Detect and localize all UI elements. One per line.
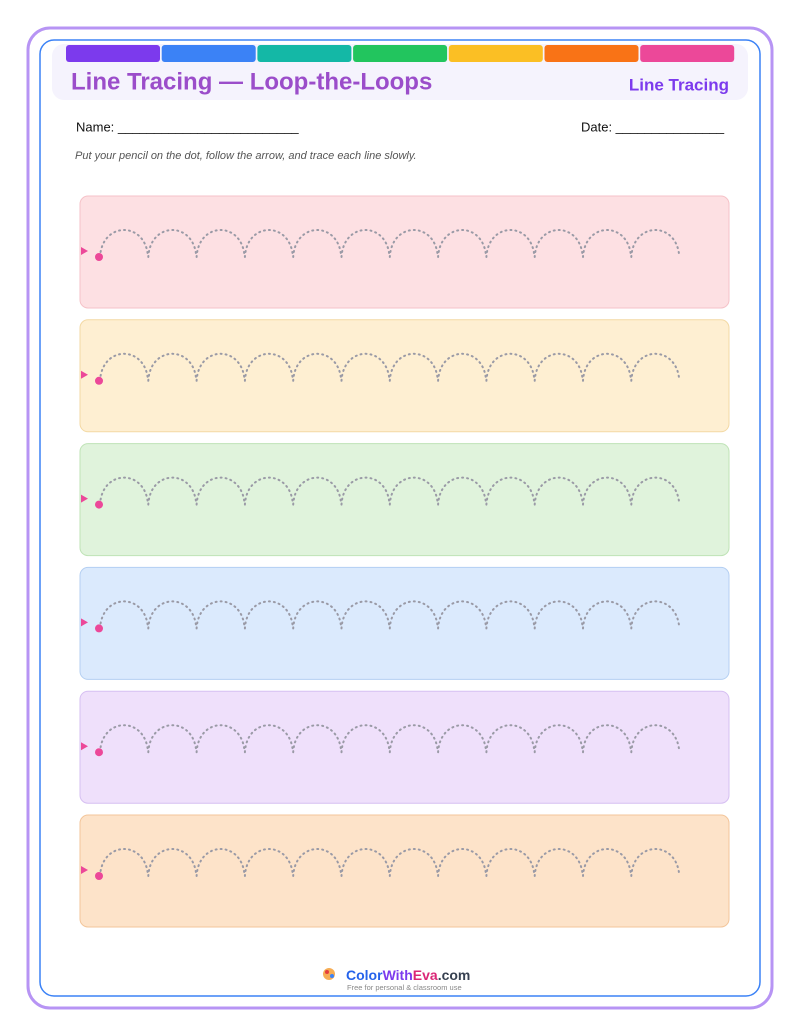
rainbow-segment xyxy=(544,45,639,62)
name-field: Name: _________________________ xyxy=(76,119,299,134)
tracing-panel xyxy=(79,566,730,680)
logo-dot xyxy=(325,970,329,974)
tracing-panel xyxy=(79,690,730,804)
start-dot xyxy=(95,748,103,757)
rainbow-segment xyxy=(640,45,735,62)
dotted-loop-line xyxy=(99,476,681,506)
logo-dot xyxy=(330,974,334,978)
tagline: Free for personal & classroom use xyxy=(347,983,462,992)
rainbow-segment xyxy=(353,45,448,62)
brand-part: .com xyxy=(438,967,471,983)
tracing-panel xyxy=(79,195,730,309)
start-dot xyxy=(95,872,103,880)
start-dot xyxy=(95,500,103,509)
rainbow-segment xyxy=(66,45,160,62)
brand-part: Eva xyxy=(413,967,438,983)
dotted-loop-line xyxy=(99,724,681,754)
tracing-panel xyxy=(79,443,730,557)
dotted-loop-line xyxy=(99,353,681,382)
brand-part: With xyxy=(383,967,413,983)
outer-border xyxy=(26,26,774,1010)
brand: ColorWithEva.com xyxy=(346,967,470,983)
rainbow-segment xyxy=(448,45,543,62)
rainbow-bar xyxy=(66,45,735,62)
start-arrow xyxy=(81,370,88,379)
tracing-panel xyxy=(79,319,730,433)
title: Line Tracing — Loop-the-Loops xyxy=(71,68,432,95)
tracing-rows xyxy=(79,195,730,928)
start-arrow xyxy=(81,866,88,874)
rainbow-segment xyxy=(257,45,352,62)
tracing-panel xyxy=(79,814,730,928)
start-arrow xyxy=(81,494,88,503)
start-arrow xyxy=(81,742,88,751)
dotted-loop-line xyxy=(99,229,681,258)
tag: Line Tracing xyxy=(629,75,729,94)
footer-logo xyxy=(323,968,335,980)
start-arrow xyxy=(81,247,88,255)
date-field: Date: _______________ xyxy=(581,119,725,134)
inner-border xyxy=(39,39,761,997)
start-dot xyxy=(95,253,103,261)
instruction: Put your pencil on the dot, follow the a… xyxy=(75,150,417,162)
start-arrow xyxy=(81,618,88,627)
logo-icon xyxy=(323,968,335,980)
start-dot xyxy=(95,376,103,385)
dotted-loop-line xyxy=(99,848,681,877)
brand-part: Color xyxy=(346,967,383,983)
dotted-loop-line xyxy=(99,600,681,630)
rainbow-segment xyxy=(161,45,256,62)
start-dot xyxy=(95,624,103,633)
